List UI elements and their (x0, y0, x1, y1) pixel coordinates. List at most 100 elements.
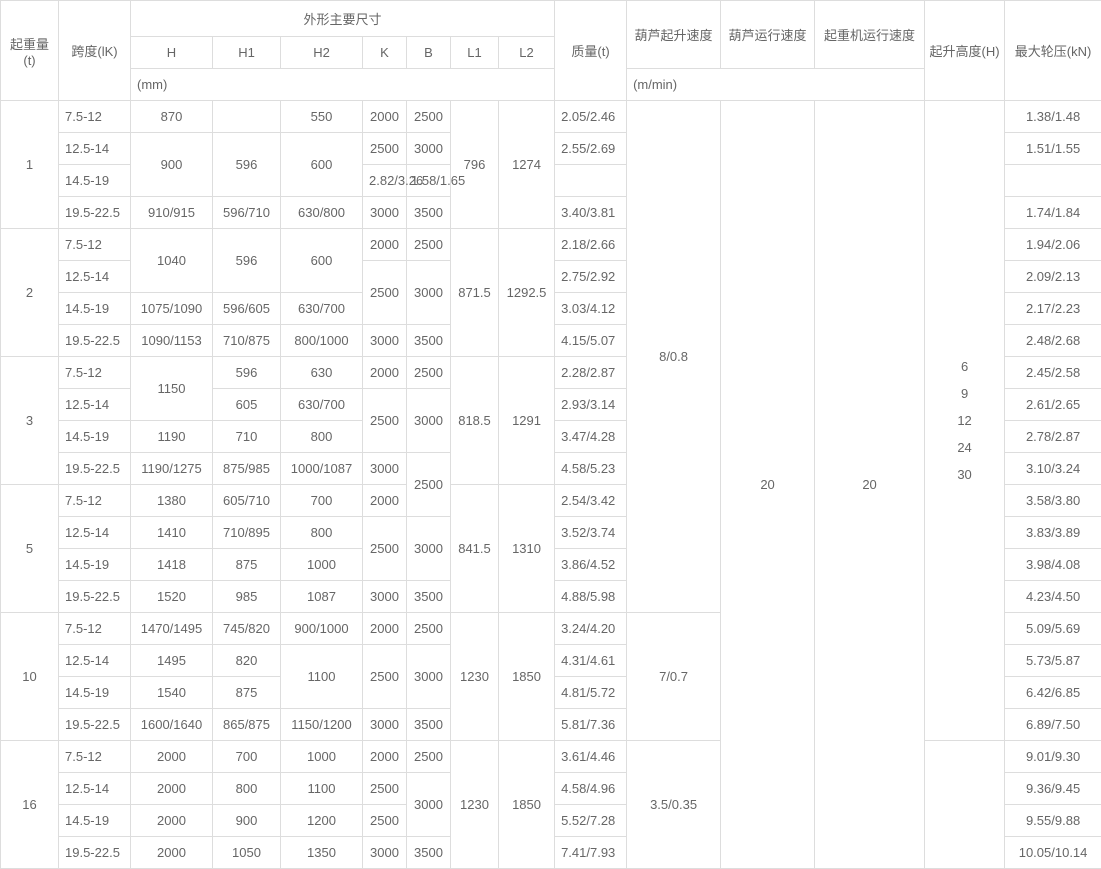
cell-mass: 5.81/7.36 (555, 709, 627, 741)
cell-H1: 700 (213, 741, 281, 773)
cell-H2: 1100 (281, 773, 363, 805)
cell-H2: 630 (281, 357, 363, 389)
cell-H2: 1350 (281, 837, 363, 869)
cell-span: 12.5-14 (59, 773, 131, 805)
cell-K: 2500 (363, 805, 407, 837)
col-max-wheel-pressure: 最大轮压(kN) (1005, 1, 1101, 101)
cell-H1: 745/820 (213, 613, 281, 645)
cell-L2: 1850 (499, 741, 555, 869)
cell-mass: 3.03/4.12 (555, 293, 627, 325)
cell-H: 1090/1153 (131, 325, 213, 357)
cell-span: 7.5-12 (59, 741, 131, 773)
cell-H2: 900/1000 (281, 613, 363, 645)
cell-max-wheel-pressure: 2.09/2.13 (1005, 261, 1101, 293)
cell-L1: 871.5 (451, 229, 499, 357)
cell-capacity: 16 (1, 741, 59, 869)
cell-K: 3000 (363, 709, 407, 741)
unit-m-min: (m/min) (627, 69, 925, 101)
cell-max-wheel-pressure: 9.55/9.88 (1005, 805, 1101, 837)
cell-H1: 605 (213, 389, 281, 421)
cell-mass: 3.61/4.46 (555, 741, 627, 773)
cell-mass: 4.58/5.23 (555, 453, 627, 485)
cell-H: 1540 (131, 677, 213, 709)
cell-H2: 1000 (281, 549, 363, 581)
cell-K: 2500 (363, 517, 407, 581)
cell-max-wheel-pressure: 6.42/6.85 (1005, 677, 1101, 709)
cell-max-wheel-pressure: 2.17/2.23 (1005, 293, 1101, 325)
cell-K: 3000 (363, 197, 407, 229)
cell-max-wheel-pressure: 1.58/1.65 (407, 165, 451, 197)
cell-span: 19.5-22.5 (59, 581, 131, 613)
cell-span: 12.5-14 (59, 517, 131, 549)
cell-B: 3500 (407, 709, 451, 741)
cell-mass: 2.18/2.66 (555, 229, 627, 261)
cell-max-wheel-pressure: 10.05/10.14 (1005, 837, 1101, 869)
cell-B: 2500 (407, 229, 451, 261)
table-body: 17.5-128705502000250079612742.05/2.468/0… (1, 101, 1101, 869)
cell-B: 3000 (407, 773, 451, 837)
cell-mass: 3.52/3.74 (555, 517, 627, 549)
cell-H: 900 (131, 133, 213, 197)
cell-H: 1190/1275 (131, 453, 213, 485)
cell-B: 3000 (407, 133, 451, 165)
cell-span: 14.5-19 (59, 293, 131, 325)
cell-H1: 1050 (213, 837, 281, 869)
crane-spec-table: 起重量(t) 跨度(lK) 外形主要尺寸 质量(t) 葫芦起升速度 葫芦运行速度… (0, 0, 1101, 869)
cell-capacity: 10 (1, 613, 59, 741)
col-hoist-lift-speed: 葫芦起升速度 (627, 1, 721, 69)
cell-H: 2000 (131, 741, 213, 773)
cell-H: 1075/1090 (131, 293, 213, 325)
cell-H1: 596 (213, 229, 281, 293)
cell-H2: 1000 (281, 741, 363, 773)
cell-K: 2000 (363, 101, 407, 133)
cell-H2: 630/700 (281, 389, 363, 421)
cell-L2: 1292.5 (499, 229, 555, 357)
cell-mass: 2.54/3.42 (555, 485, 627, 517)
cell-L1: 1230 (451, 741, 499, 869)
cell-H1: 596 (213, 133, 281, 197)
cell-max-wheel-pressure: 6.89/7.50 (1005, 709, 1101, 741)
cell-span: 19.5-22.5 (59, 325, 131, 357)
cell-H: 1150 (131, 357, 213, 421)
cell-H: 1520 (131, 581, 213, 613)
cell-H: 910/915 (131, 197, 213, 229)
cell-H: 1410 (131, 517, 213, 549)
cell-max-wheel-pressure: 1.38/1.48 (1005, 101, 1101, 133)
cell-mass: 2.75/2.92 (555, 261, 627, 293)
cell-mass: 3.24/4.20 (555, 613, 627, 645)
cell-mass: 4.15/5.07 (555, 325, 627, 357)
cell-B: 3000 (407, 389, 451, 453)
cell-H1: 875/985 (213, 453, 281, 485)
cell-span: 12.5-14 (59, 389, 131, 421)
cell-crane-travel-speed: 20 (815, 101, 925, 869)
col-K: K (363, 37, 407, 69)
cell-K: 2500 (363, 261, 407, 325)
cell-capacity: 5 (1, 485, 59, 613)
cell-max-wheel-pressure: 5.09/5.69 (1005, 613, 1101, 645)
col-hoist-travel-speed: 葫芦运行速度 (721, 1, 815, 69)
cell-H: 1190 (131, 421, 213, 453)
cell-span: 14.5-19 (59, 805, 131, 837)
cell-K: 2000 (363, 613, 407, 645)
cell-H: 2000 (131, 805, 213, 837)
cell-K: 3000 (363, 581, 407, 613)
cell-H: 1418 (131, 549, 213, 581)
cell-span: 7.5-12 (59, 229, 131, 261)
cell-max-wheel-pressure: 2.61/2.65 (1005, 389, 1101, 421)
unit-mm: (mm) (131, 69, 555, 101)
cell-K: 2500 (363, 133, 407, 165)
cell-H2: 1000/1087 (281, 453, 363, 485)
cell-max-wheel-pressure: 2.48/2.68 (1005, 325, 1101, 357)
cell-B: 2500 (407, 357, 451, 389)
cell-K: 2500 (363, 773, 407, 805)
cell-span: 7.5-12 (59, 613, 131, 645)
cell-H: 1470/1495 (131, 613, 213, 645)
cell-max-wheel-pressure: 3.98/4.08 (1005, 549, 1101, 581)
cell-H: 1380 (131, 485, 213, 517)
cell-L1: 841.5 (451, 485, 499, 613)
col-H2: H2 (281, 37, 363, 69)
cell-B: 3500 (407, 581, 451, 613)
cell-H1: 800 (213, 773, 281, 805)
cell-B: 3000 (407, 645, 451, 709)
cell-H2: 1150/1200 (281, 709, 363, 741)
